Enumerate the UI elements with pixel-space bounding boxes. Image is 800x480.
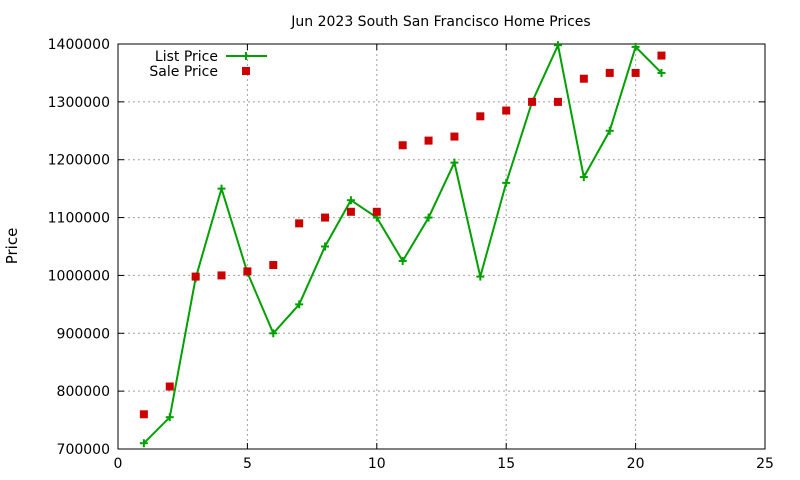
list-price-line: [143, 41, 663, 444]
y-axis-label: Price: [3, 228, 21, 265]
legend-label-sale-price: Sale Price: [149, 64, 218, 80]
list-price-point: [217, 184, 226, 193]
list-price-point: [321, 242, 330, 251]
sale-price-point: [398, 141, 407, 150]
list-price-point: [476, 272, 485, 281]
list-price-point: [553, 41, 562, 50]
y-tick-label: 700000: [57, 442, 110, 458]
list-price-point: [450, 158, 459, 167]
list-price-point: [398, 256, 407, 265]
sale-price-point: [139, 410, 148, 419]
sale-price-point: [631, 68, 640, 77]
y-tick-label: 1100000: [48, 211, 110, 227]
sale-price-point: [579, 74, 588, 83]
x-tick-label: 25: [756, 456, 774, 472]
list-price-point: [139, 439, 148, 448]
x-tick-label: 10: [368, 456, 386, 472]
x-tick-label: 0: [114, 456, 123, 472]
grid: [118, 44, 765, 449]
list-price-point: [269, 329, 278, 338]
list-price-point: [579, 173, 588, 182]
list-price-point: [502, 178, 511, 187]
legend-label-list-price: List Price: [155, 49, 218, 65]
list-price-point: [657, 68, 666, 77]
legend: List Price Sale Price: [149, 49, 267, 80]
sale-price-point: [553, 97, 562, 106]
y-tick-label: 1300000: [48, 95, 110, 111]
list-price-point: [631, 42, 640, 51]
y-tick-label: 800000: [57, 384, 110, 400]
data-series: [139, 41, 666, 448]
sale-price-point: [528, 97, 537, 106]
sale-price-point: [243, 267, 252, 276]
sale-price-point: [165, 382, 174, 391]
list-price-point: [424, 213, 433, 222]
sale-price-point: [321, 213, 330, 222]
y-tick-label: 1200000: [48, 153, 110, 169]
sale-price-point: [346, 207, 355, 216]
sale-price-point: [191, 272, 200, 281]
sale-price-point: [476, 112, 485, 121]
x-tick-label: 15: [497, 456, 515, 472]
x-tick-label: 20: [627, 456, 645, 472]
sale-price-point: [424, 136, 433, 145]
y-tick-label: 900000: [57, 326, 110, 342]
sale-price-point: [269, 261, 278, 270]
legend-sample-sale-price-marker: [242, 67, 250, 75]
list-price-point: [346, 196, 355, 205]
list-price-point: [605, 126, 614, 135]
sale-price-point: [657, 51, 666, 60]
sale-price-point: [295, 219, 304, 228]
sale-price-point: [450, 132, 459, 141]
sale-price-point: [372, 207, 381, 216]
chart-title: Jun 2023 South San Francisco Home Prices: [290, 14, 590, 30]
list-price-point: [295, 300, 304, 309]
sale-price-point: [217, 271, 226, 280]
y-tick-label: 1400000: [48, 37, 110, 53]
sale-price-point: [502, 106, 511, 115]
y-tick-label: 1000000: [48, 268, 110, 284]
x-tick-label: 5: [243, 456, 252, 472]
sale-price-point: [605, 68, 614, 77]
plot-frame: [117, 43, 766, 450]
list-price-point: [165, 413, 174, 422]
axis-ticks: 0 5 10 15 20 25 700000 800000 900000 1000000 11000…: [48, 37, 774, 472]
